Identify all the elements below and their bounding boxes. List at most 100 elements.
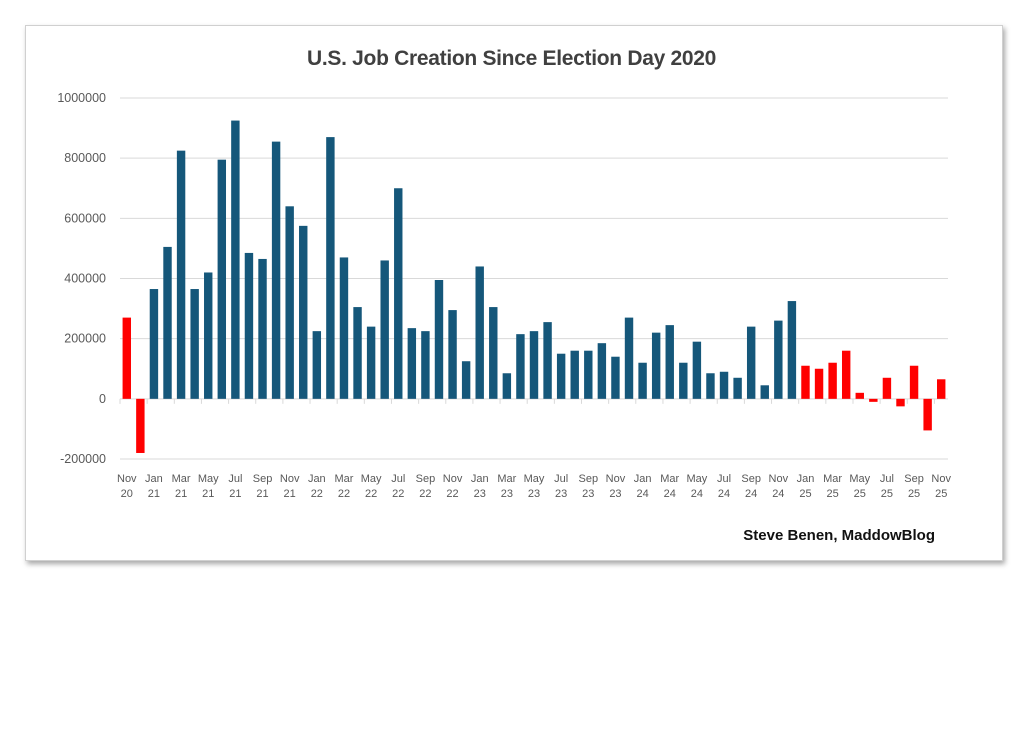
chart-title: U.S. Job Creation Since Election Day 202…	[306, 47, 716, 70]
bar	[896, 398, 905, 407]
x-tick-label: Sep	[579, 473, 599, 485]
bar	[434, 280, 444, 399]
x-tick-label: May	[849, 473, 870, 485]
bar	[923, 398, 932, 431]
x-tick-label: 25	[826, 488, 838, 500]
bar	[556, 353, 566, 399]
x-tick-label: Jul	[554, 473, 568, 485]
chart-credit: Steve Benen, MaddowBlog	[743, 527, 935, 544]
x-tick-label: Nov	[443, 473, 463, 485]
x-tick-label: Mar	[497, 473, 516, 485]
x-tick-label: Jan	[145, 473, 163, 485]
bar	[787, 301, 797, 399]
bar	[461, 361, 471, 399]
x-tick-label: 22	[419, 488, 431, 500]
x-tick-label: May	[524, 473, 545, 485]
bar	[814, 368, 824, 399]
x-tick-label: Jul	[391, 473, 405, 485]
bar	[679, 362, 688, 399]
bar	[163, 246, 172, 399]
bar	[706, 373, 715, 399]
x-tick-label: 25	[935, 488, 947, 500]
bar	[651, 332, 661, 399]
bar	[733, 377, 742, 399]
x-tick-label: 23	[501, 488, 513, 500]
y-tick-label: 0	[99, 392, 106, 406]
bar	[543, 322, 552, 399]
bar	[136, 398, 145, 453]
x-tick-label: Jan	[797, 473, 815, 485]
x-tick-label: May	[361, 473, 382, 485]
bar	[190, 289, 199, 399]
bar	[475, 266, 484, 399]
bar	[570, 350, 579, 399]
bar	[828, 362, 837, 399]
bar	[692, 341, 702, 399]
bar	[841, 350, 851, 399]
x-tick-label: Nov	[769, 473, 789, 485]
x-tick-label: 21	[256, 488, 268, 500]
bar	[516, 334, 525, 399]
bar	[149, 289, 159, 399]
x-tick-label: 20	[121, 488, 133, 500]
bar	[299, 225, 308, 399]
bar	[882, 377, 892, 399]
bar	[271, 141, 281, 399]
x-tick-label: 22	[446, 488, 458, 500]
bar	[597, 343, 607, 399]
bar	[448, 310, 457, 399]
x-tick-label: Nov	[117, 473, 137, 485]
bar	[746, 326, 756, 399]
x-tick-label: 24	[772, 488, 784, 500]
x-tick-label: Nov	[606, 473, 626, 485]
bar	[394, 188, 403, 399]
bar	[502, 373, 512, 399]
bar	[366, 326, 376, 399]
chart-card	[25, 25, 1003, 561]
x-tick-label: 22	[311, 488, 323, 500]
bar	[869, 398, 878, 402]
bar	[624, 317, 634, 399]
x-tick-label: 21	[229, 488, 241, 500]
x-tick-label: Mar	[823, 473, 842, 485]
y-tick-label: 400000	[64, 272, 106, 286]
bar	[855, 392, 864, 399]
x-tick-label: 25	[854, 488, 866, 500]
bar	[380, 260, 389, 399]
bar	[244, 252, 254, 399]
x-tick-label: Sep	[416, 473, 436, 485]
y-tick-label: 200000	[64, 332, 106, 346]
bar	[217, 159, 227, 399]
y-tick-label: -200000	[60, 452, 106, 466]
bar	[312, 331, 322, 399]
bar	[760, 385, 769, 399]
x-tick-label: Nov	[280, 473, 300, 485]
x-tick-label: 22	[392, 488, 404, 500]
x-tick-label: Nov	[931, 473, 951, 485]
x-tick-label: Jan	[471, 473, 489, 485]
x-tick-label: 23	[582, 488, 594, 500]
y-tick-label: 1000000	[57, 91, 106, 105]
x-tick-label: Mar	[660, 473, 679, 485]
x-tick-label: Sep	[904, 473, 924, 485]
x-tick-label: 21	[175, 488, 187, 500]
bar	[353, 307, 362, 399]
x-tick-label: 24	[691, 488, 703, 500]
x-tick-label: Jan	[308, 473, 326, 485]
x-tick-label: 21	[284, 488, 296, 500]
bar	[176, 150, 186, 399]
x-tick-label: 25	[799, 488, 811, 500]
x-tick-label: Jul	[228, 473, 242, 485]
bar	[407, 328, 417, 399]
bar	[665, 325, 674, 399]
bar	[529, 331, 539, 399]
x-tick-label: 23	[555, 488, 567, 500]
x-tick-label: Sep	[253, 473, 273, 485]
bar	[774, 320, 783, 399]
y-tick-label: 600000	[64, 211, 106, 225]
x-tick-label: Mar	[172, 473, 191, 485]
x-tick-label: 22	[338, 488, 350, 500]
x-tick-label: Jan	[634, 473, 652, 485]
bar	[204, 272, 213, 399]
bar	[326, 137, 335, 399]
